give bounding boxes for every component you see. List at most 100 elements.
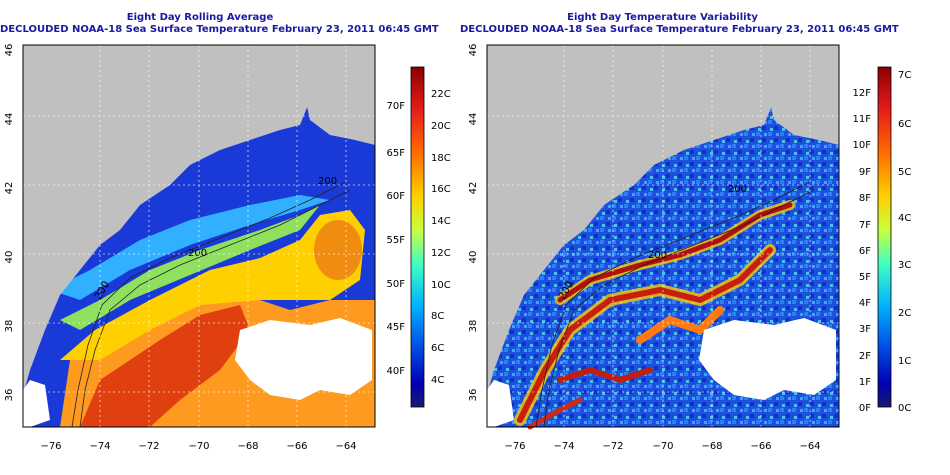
- right-map-variability-band: [527, 397, 583, 430]
- x-tick-label: −66: [750, 441, 771, 452]
- x-tick-label: −64: [335, 441, 356, 452]
- colorbar-f-label: 10F: [853, 140, 872, 151]
- colorbar-f-label: 8F: [859, 193, 871, 204]
- right-map-frame: [486, 44, 840, 428]
- right-map-grid: [487, 45, 839, 427]
- y-tick-label: 44: [468, 113, 479, 126]
- right-map-variability-band: [636, 306, 724, 344]
- colorbar-c-label: 12C: [431, 248, 451, 259]
- y-tick-label: 46: [468, 44, 479, 57]
- colorbar-f-label: 50F: [387, 279, 406, 290]
- colorbar-f-label: 45F: [387, 322, 406, 333]
- colorbar-f-label: 11F: [853, 114, 872, 125]
- colorbar-f-label: 60F: [387, 191, 406, 202]
- right-x-axis: −76 −74 −72 −70 −68 −66 −64: [504, 441, 820, 452]
- colorbar-f-label: 3F: [859, 324, 871, 335]
- colorbar-f-label: 9F: [859, 167, 871, 178]
- colorbar-c-label: 20C: [431, 121, 451, 132]
- right-map-title: Eight Day Temperature Variability DECLOU…: [460, 12, 899, 36]
- colorbar-f-label: 4F: [859, 298, 871, 309]
- x-tick-label: −68: [237, 441, 258, 452]
- x-tick-label: −74: [553, 441, 574, 452]
- left-map-title-line1: Eight Day Rolling Average: [126, 12, 274, 23]
- left-map: 200 200 200 −76 −74 −72 −70 −68 −66 −64 …: [4, 44, 451, 452]
- x-tick-label: −70: [188, 441, 209, 452]
- left-map-title: Eight Day Rolling Average DECLOUDED NOAA…: [0, 12, 439, 36]
- left-map-warm-eddy: [314, 220, 362, 280]
- colorbar-c-label: 16C: [431, 184, 451, 195]
- y-tick-label: 36: [4, 389, 15, 402]
- right-map-variability-band: [517, 247, 773, 423]
- left-contour-label: 200: [318, 176, 337, 187]
- y-tick-label: 40: [468, 251, 479, 264]
- colorbar-c-label: 5C: [898, 167, 911, 178]
- y-tick-label: 44: [4, 113, 15, 126]
- right-map-title-line1: Eight Day Temperature Variability: [567, 12, 758, 23]
- left-map-land: [23, 45, 375, 395]
- y-tick-label: 36: [468, 389, 479, 402]
- colorbar-f-label: 0F: [859, 403, 871, 414]
- left-colorbar-fahrenheit: 70F 65F 60F 55F 50F 45F 40F: [387, 101, 406, 377]
- left-x-axis: −76 −74 −72 −70 −68 −66 −64: [40, 441, 356, 452]
- x-tick-label: −76: [504, 441, 525, 452]
- left-colorbar: [410, 66, 425, 408]
- x-tick-label: −72: [602, 441, 623, 452]
- right-map-clouds: [699, 318, 836, 400]
- colorbar-c-label: 4C: [898, 213, 911, 224]
- colorbar-f-label: 2F: [859, 351, 871, 362]
- colorbar-c-label: 4C: [431, 375, 444, 386]
- colorbar-c-label: 3C: [898, 260, 911, 271]
- y-tick-label: 42: [4, 182, 15, 195]
- colorbar-c-label: 0C: [898, 403, 911, 414]
- colorbar-c-label: 14C: [431, 216, 451, 227]
- left-map-grid: [23, 45, 375, 427]
- colorbar-f-label: 12F: [853, 88, 872, 99]
- right-contour-label: 200: [728, 184, 747, 195]
- right-colorbar-celsius: 7C 6C 5C 4C 3C 2C 1C 0C: [898, 70, 911, 414]
- colorbar-c-label: 1C: [898, 356, 911, 367]
- y-tick-label: 38: [468, 320, 479, 333]
- colorbar-c-label: 10C: [431, 280, 451, 291]
- colorbar-c-label: 18C: [431, 153, 451, 164]
- x-tick-label: −66: [286, 441, 307, 452]
- colorbar-f-label: 7F: [859, 220, 871, 231]
- colorbar-f-label: 70F: [387, 101, 406, 112]
- colorbar-f-label: 40F: [387, 366, 406, 377]
- right-colorbar: [877, 66, 892, 408]
- colorbar-c-label: 8C: [431, 311, 444, 322]
- colorbar-f-label: 5F: [859, 272, 871, 283]
- right-map-variability-band: [557, 366, 653, 384]
- left-map-frame: [22, 44, 376, 428]
- colorbar-f-label: 6F: [859, 246, 871, 257]
- right-map: 200 200 200 −76 −74 −72 −70 −68 −66 −64 …: [468, 44, 911, 452]
- left-map-clouds: [235, 318, 372, 400]
- left-colorbar-celsius: 22C 20C 18C 16C 14C 12C 10C 8C 6C 4C: [431, 89, 451, 386]
- left-y-axis: 46 44 42 40 38 36: [4, 44, 15, 402]
- x-tick-label: −74: [89, 441, 110, 452]
- colorbar-c-label: 6C: [898, 119, 911, 130]
- colorbar-c-label: 2C: [898, 308, 911, 319]
- y-tick-label: 42: [468, 182, 479, 195]
- y-tick-label: 46: [4, 44, 15, 57]
- colorbar-c-label: 6C: [431, 343, 444, 354]
- y-tick-label: 40: [4, 251, 15, 264]
- right-colorbar-fahrenheit: 12F 11F 10F 9F 8F 7F 6F 5F 4F 3F 2F 1F 0…: [853, 88, 872, 414]
- colorbar-f-label: 65F: [387, 148, 406, 159]
- colorbar-c-label: 22C: [431, 89, 451, 100]
- right-map-title-line2: DECLOUDED NOAA-18 Sea Surface Temperatur…: [460, 24, 899, 35]
- y-tick-label: 38: [4, 320, 15, 333]
- x-tick-label: −72: [138, 441, 159, 452]
- left-map-title-line2: DECLOUDED NOAA-18 Sea Surface Temperatur…: [0, 24, 439, 35]
- left-contour-label: 200: [188, 248, 207, 259]
- colorbar-f-label: 1F: [859, 377, 871, 388]
- right-contour-label: 200: [648, 250, 667, 261]
- right-map-variability-band: [557, 202, 793, 303]
- x-tick-label: −68: [701, 441, 722, 452]
- right-map-land: [487, 45, 839, 395]
- colorbar-c-label: 7C: [898, 70, 911, 81]
- x-tick-label: −64: [799, 441, 820, 452]
- right-y-axis: 46 44 42 40 38 36: [468, 44, 479, 402]
- colorbar-f-label: 55F: [387, 235, 406, 246]
- x-tick-label: −70: [652, 441, 673, 452]
